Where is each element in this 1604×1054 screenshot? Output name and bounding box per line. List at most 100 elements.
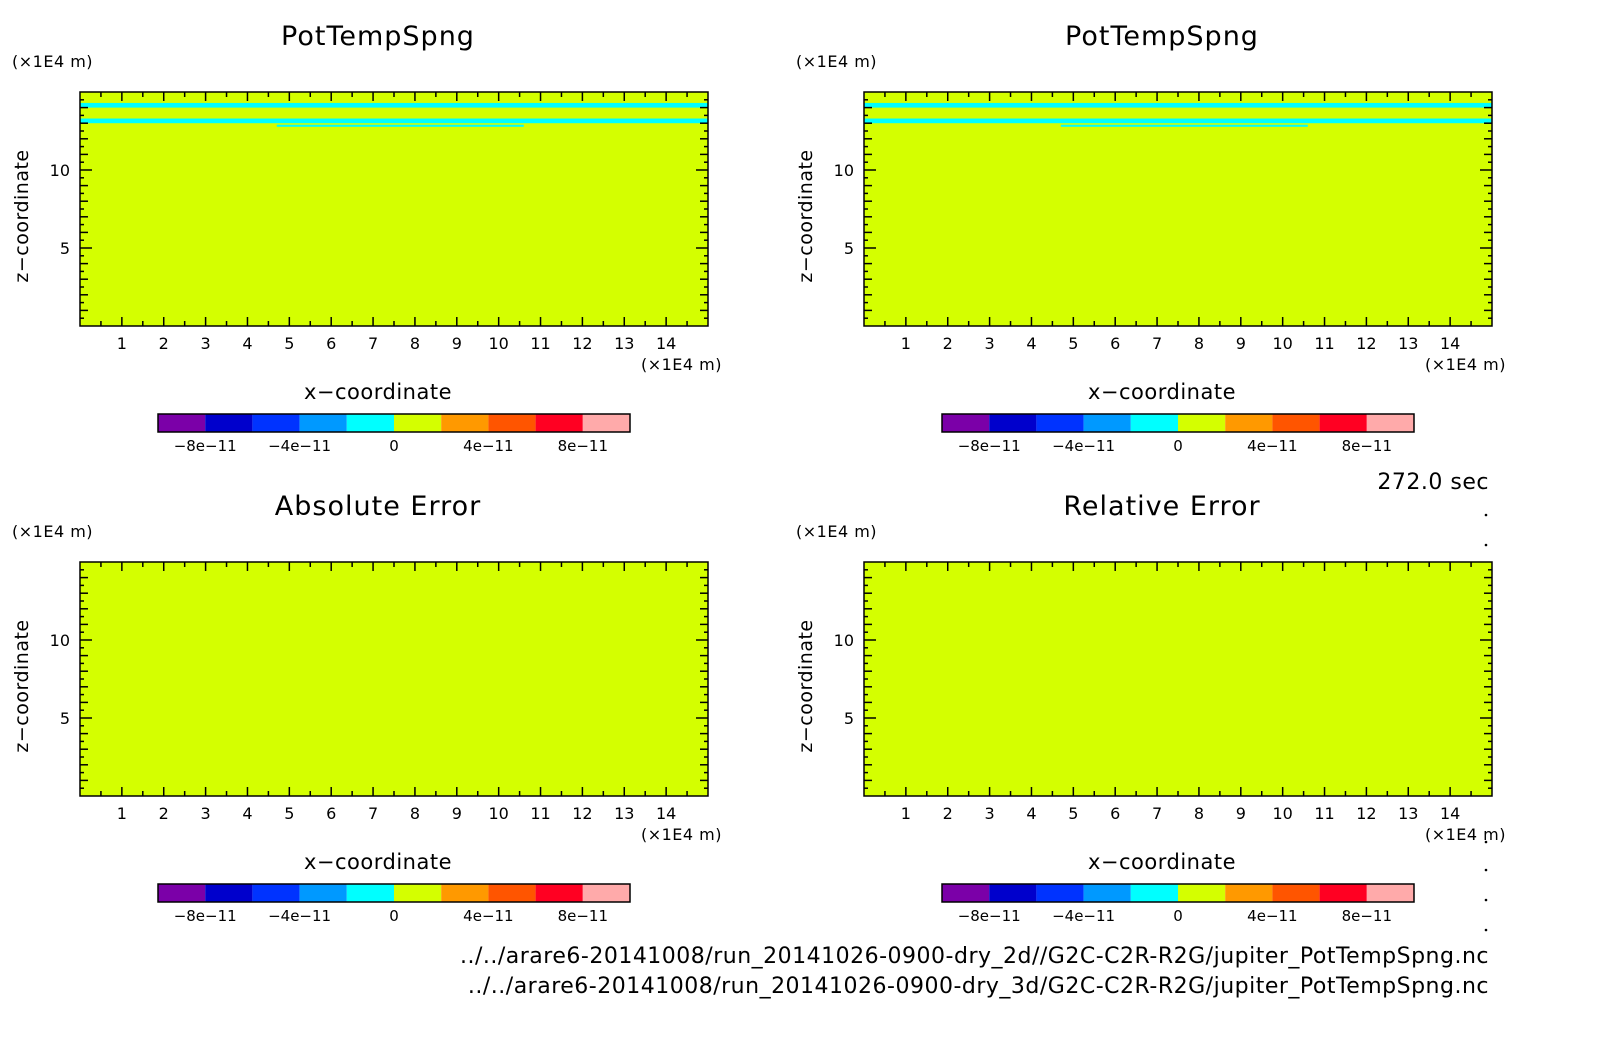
colorbar-segment <box>394 884 442 902</box>
margin-dot <box>1484 898 1488 902</box>
x-tick-label: 3 <box>985 334 995 353</box>
colorbar-tick-label: −8e−11 <box>958 907 1021 925</box>
x-tick-label: 13 <box>1398 334 1418 353</box>
margin-dot <box>1484 868 1488 872</box>
x-tick-label: 11 <box>1314 334 1334 353</box>
x-tick-label: 2 <box>159 334 169 353</box>
y-tick-label: 10 <box>50 161 70 180</box>
x-unit-label: (×1E4 m) <box>1425 825 1506 844</box>
x-tick-label: 14 <box>1440 804 1460 823</box>
panel-4: Relative Error(×1E4 m)1 2 3 4 5 6 7 8 9 10 11 12 13 1… <box>795 491 1506 925</box>
colorbar-segment <box>158 414 206 432</box>
colorbar-tick-label: 4e−11 <box>1247 907 1297 925</box>
colorbar-segment <box>252 414 300 432</box>
x-tick-label: 6 <box>1110 804 1120 823</box>
file-path-3d: ../../arare6-20141008/run_20141026-0900-… <box>467 974 1489 999</box>
y-axis-label: z−coordinate <box>795 149 817 282</box>
colorbar-segment <box>441 414 489 432</box>
time-label: 272.0 sec <box>1377 470 1489 495</box>
colorbar-tick-label: −8e−11 <box>174 437 237 455</box>
x-tick-label: 4 <box>1026 334 1036 353</box>
colorbar-tick-label: 4e−11 <box>1247 437 1297 455</box>
colorbar-segment <box>1083 414 1131 432</box>
margin-dot <box>1484 928 1488 932</box>
x-tick-label: 8 <box>1194 334 1204 353</box>
colorbar-segment <box>488 414 536 432</box>
x-tick-label: 9 <box>452 804 462 823</box>
heatmap-field <box>80 92 708 326</box>
colorbar-segment <box>1319 414 1367 432</box>
chart-title: PotTempSpng <box>1065 21 1259 52</box>
colorbar-tick-label: 0 <box>389 437 399 455</box>
colorbar-segment <box>1083 884 1131 902</box>
x-tick-label: 5 <box>1068 334 1078 353</box>
colorbar-tick-label: 8e−11 <box>558 907 608 925</box>
y-tick-label: 5 <box>844 709 854 728</box>
colorbar-segment <box>158 884 206 902</box>
colorbar-segment <box>346 884 394 902</box>
y-unit-label: (×1E4 m) <box>796 52 877 71</box>
colorbar-segment <box>582 414 630 432</box>
colorbar-tick-label: 0 <box>389 907 399 925</box>
colorbar-tick-label: 4e−11 <box>463 907 513 925</box>
colorbar-segment <box>205 414 253 432</box>
colorbar-tick-label: 8e−11 <box>558 437 608 455</box>
x-tick-label: 10 <box>1272 804 1292 823</box>
colorbar-tick-label: 8e−11 <box>1342 907 1392 925</box>
chart-title: PotTempSpng <box>281 21 475 52</box>
x-tick-label: 1 <box>117 804 127 823</box>
x-tick-label: 10 <box>488 804 508 823</box>
x-tick-label: 1 <box>117 334 127 353</box>
colorbar-frame <box>941 413 1415 433</box>
y-axis-label: z−coordinate <box>11 619 33 752</box>
heatmap-field <box>80 562 708 796</box>
x-tick-label: 5 <box>284 804 294 823</box>
colorbar-segment <box>1036 414 1084 432</box>
x-tick-label: 11 <box>530 804 550 823</box>
x-tick-label: 3 <box>201 804 211 823</box>
x-unit-label: (×1E4 m) <box>1425 355 1506 374</box>
x-axis-label: x−coordinate <box>304 850 452 874</box>
colorbar-segment <box>299 414 347 432</box>
panel-3: Absolute Error(×1E4 m)1 2 3 4 5 6 7 8 9 10 11 12 13 1… <box>11 491 722 925</box>
x-tick-label: 3 <box>985 804 995 823</box>
y-axis-label: z−coordinate <box>795 619 817 752</box>
colorbar-segment <box>535 414 583 432</box>
y-tick-label: 5 <box>60 239 70 258</box>
colorbar-segment <box>1130 414 1178 432</box>
colorbar-segment <box>252 884 300 902</box>
colorbar-segment <box>394 414 442 432</box>
x-tick-label: 4 <box>242 334 252 353</box>
x-tick-label: 12 <box>572 334 592 353</box>
colorbar-segment <box>1178 414 1226 432</box>
colorbar-segment <box>1178 884 1226 902</box>
colorbar-tick-label: −4e−11 <box>1052 907 1115 925</box>
colorbar-segment <box>441 884 489 902</box>
heatmap-band-3 <box>276 124 524 127</box>
colorbar-segment <box>1225 884 1273 902</box>
colorbar-tick-label: −4e−11 <box>268 907 331 925</box>
x-tick-label: 7 <box>1152 804 1162 823</box>
colorbar-segment <box>1366 414 1414 432</box>
x-tick-label: 14 <box>1440 334 1460 353</box>
x-tick-label: 11 <box>530 334 550 353</box>
colorbar-tick-label: −4e−11 <box>268 437 331 455</box>
margin-dot <box>1484 543 1488 547</box>
y-unit-label: (×1E4 m) <box>796 522 877 541</box>
x-tick-label: 5 <box>284 334 294 353</box>
colorbar-segment <box>299 884 347 902</box>
x-tick-label: 6 <box>1110 334 1120 353</box>
x-tick-label: 7 <box>1152 334 1162 353</box>
x-tick-label: 8 <box>410 804 420 823</box>
x-tick-label: 9 <box>1236 334 1246 353</box>
x-tick-label: 7 <box>368 804 378 823</box>
x-tick-label: 2 <box>943 334 953 353</box>
x-axis-label: x−coordinate <box>1088 380 1236 404</box>
x-tick-label: 14 <box>656 804 676 823</box>
colorbar-segment <box>535 884 583 902</box>
x-axis-label: x−coordinate <box>304 380 452 404</box>
heatmap-band-2 <box>80 118 708 124</box>
x-tick-label: 8 <box>1194 804 1204 823</box>
x-tick-label: 10 <box>488 334 508 353</box>
colorbar-segment <box>942 884 990 902</box>
